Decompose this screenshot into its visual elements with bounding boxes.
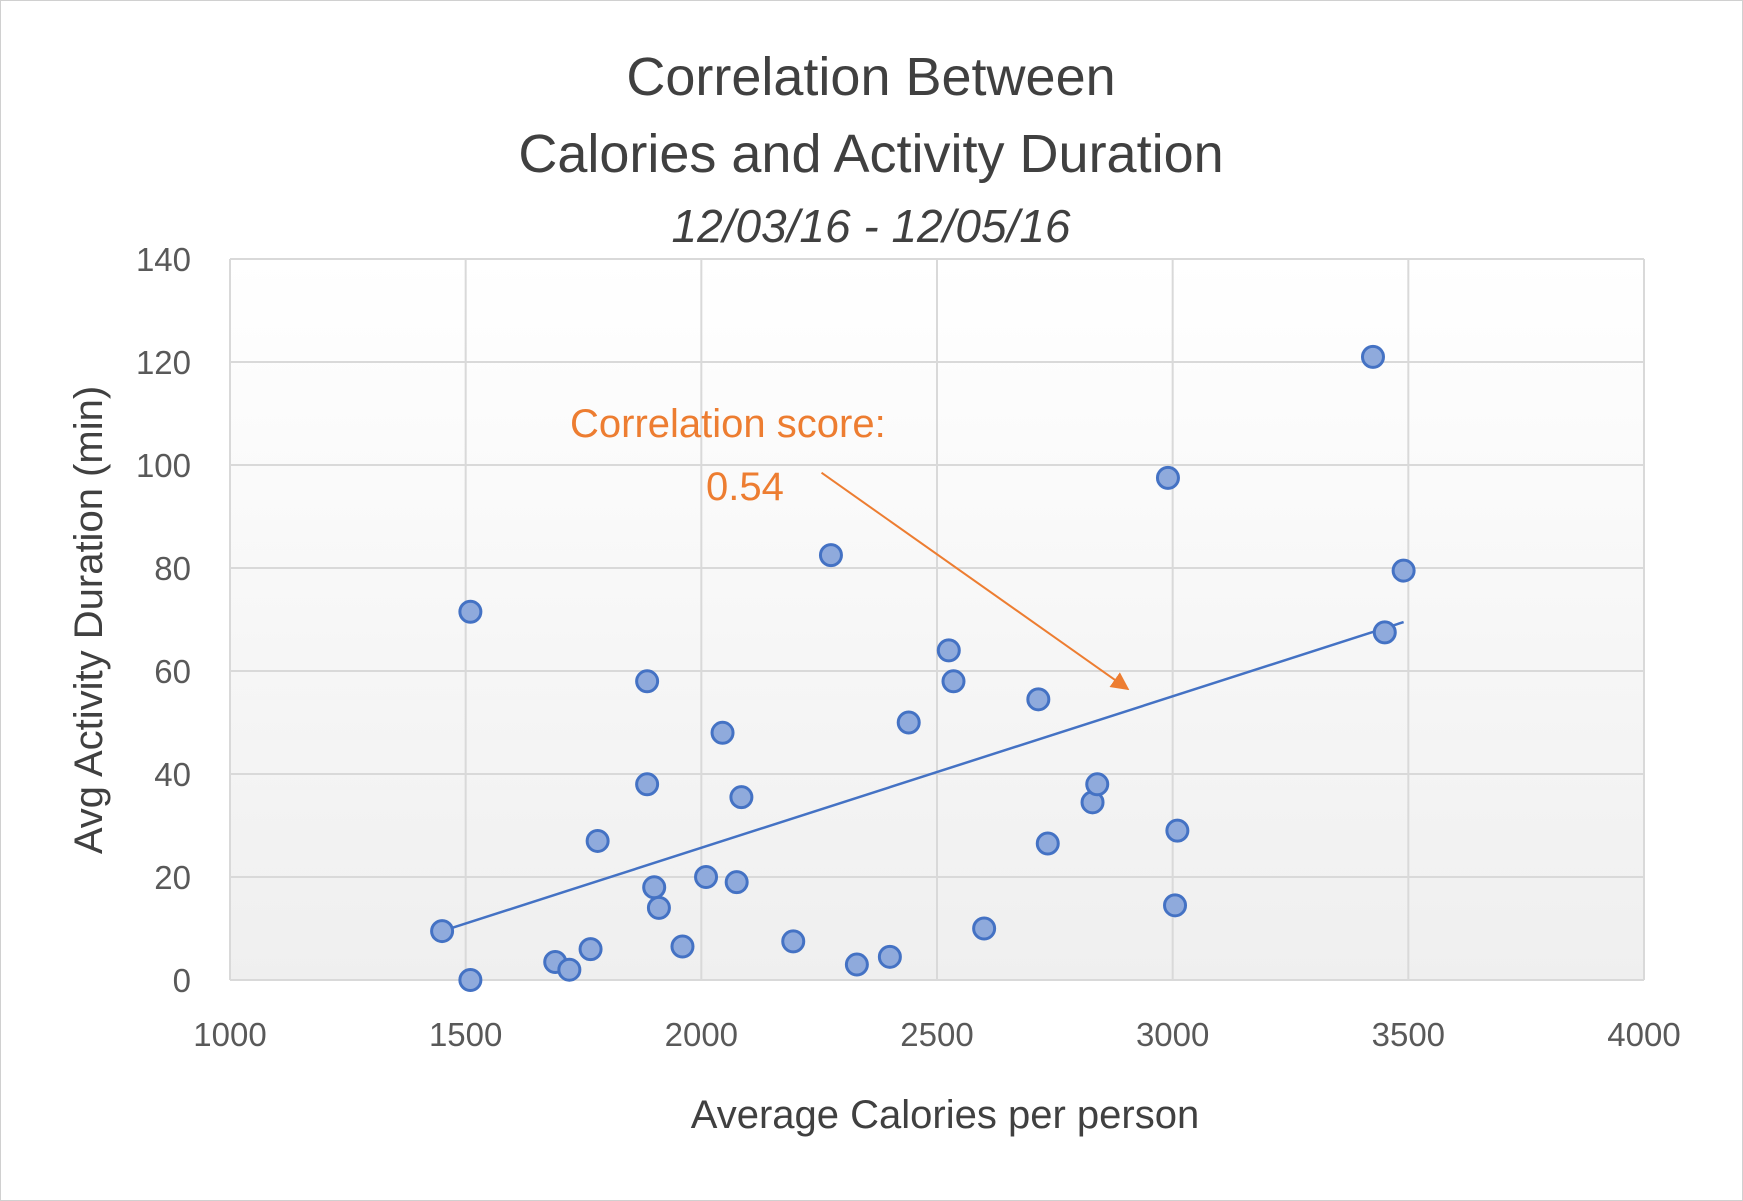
annotation-arrow — [820, 471, 1130, 691]
y-axis-label: Avg Activity Duration (min) — [67, 386, 111, 854]
data-point — [458, 599, 483, 624]
data-point — [1165, 818, 1190, 843]
y-tick-label: 40 — [154, 756, 191, 793]
y-tick-label: 80 — [154, 550, 191, 587]
data-point — [1360, 344, 1385, 369]
chart-title-line2: Calories and Activity Duration — [518, 124, 1223, 184]
annotation-line2: 0.54 — [706, 465, 784, 509]
y-tick-label: 60 — [154, 653, 191, 690]
data-point — [1155, 465, 1180, 490]
x-tick-label: 4000 — [1607, 1016, 1680, 1053]
data-point — [1035, 831, 1060, 856]
x-tick-label: 3500 — [1372, 1016, 1445, 1053]
chart-title: Correlation Between — [626, 47, 1115, 107]
data-point — [578, 937, 603, 962]
data-point — [844, 952, 869, 977]
data-point — [710, 720, 735, 745]
data-points — [430, 344, 1416, 992]
data-point — [877, 944, 902, 969]
chart-subtitle: 12/03/16 - 12/05/16 — [672, 200, 1071, 252]
data-point — [635, 772, 660, 797]
grid-lines — [229, 258, 1645, 981]
y-tick-label: 120 — [136, 344, 191, 381]
data-point — [646, 895, 671, 920]
data-point — [729, 785, 754, 810]
trend-line — [441, 620, 1405, 933]
y-tick-label: 100 — [136, 447, 191, 484]
data-point — [635, 669, 660, 694]
annotation-line1: Correlation score: — [570, 402, 886, 446]
data-point — [1391, 558, 1416, 583]
data-point — [585, 828, 610, 853]
y-axis-ticks: 0 20 40 60 80 100 120 140 — [136, 241, 191, 999]
data-point — [1085, 772, 1110, 797]
data-point — [670, 934, 695, 959]
data-point — [896, 710, 921, 735]
x-axis-ticks: 1000 1500 2000 2500 3000 3500 4000 — [193, 1016, 1680, 1053]
data-point — [936, 638, 961, 663]
x-tick-label: 1500 — [429, 1016, 502, 1053]
data-point — [724, 870, 749, 895]
x-tick-label: 3000 — [1136, 1016, 1209, 1053]
data-point — [818, 543, 843, 568]
data-point — [430, 919, 455, 944]
y-tick-label: 0 — [173, 962, 191, 999]
data-point — [1372, 620, 1397, 645]
x-tick-label: 2500 — [900, 1016, 973, 1053]
y-tick-label: 140 — [136, 241, 191, 278]
data-point — [972, 916, 997, 941]
data-point — [642, 875, 667, 900]
data-point — [1163, 893, 1188, 918]
data-point — [557, 957, 582, 982]
x-tick-label: 1000 — [193, 1016, 266, 1053]
data-point — [781, 929, 806, 954]
y-tick-label: 20 — [154, 859, 191, 896]
data-point — [1026, 687, 1051, 712]
x-tick-label: 2000 — [665, 1016, 738, 1053]
data-point — [694, 865, 719, 889]
x-axis-label: Average Calories per person — [691, 1093, 1199, 1137]
data-point — [941, 669, 966, 694]
data-point — [458, 968, 483, 992]
